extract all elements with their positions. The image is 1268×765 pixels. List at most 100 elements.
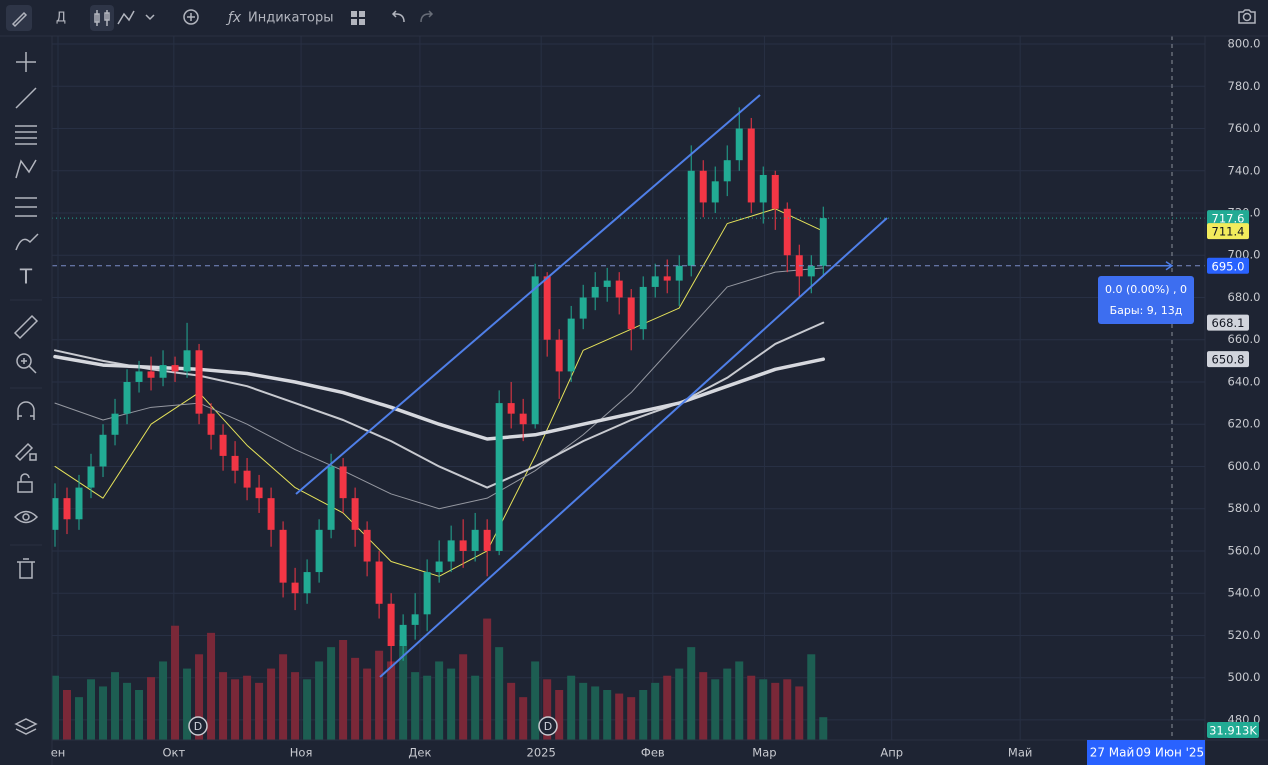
candle-body [123,381,131,414]
volume-bar [243,675,252,740]
candle-body [459,540,467,551]
measure-price-label-bg [1207,257,1249,274]
x-tick-label: ен [51,746,66,760]
ma-price-label: 668.1 [1212,316,1245,330]
x-tick-label: Фев [641,746,665,760]
volume-bar [339,640,348,740]
candle-body [255,487,263,499]
candle-body [75,487,83,520]
eye-pupil [22,513,30,521]
volume-bar [795,686,804,740]
candle-body [591,286,599,298]
candle-body [159,365,167,378]
volume-bar [819,717,828,740]
indicators-button[interactable]: Индикаторы [248,11,334,26]
candle-body [519,413,527,425]
brush-tool[interactable] [15,233,39,251]
interval[interactable]: Д [56,11,66,26]
candles-icon [94,10,110,26]
volume-bar [627,697,636,740]
ruler-tool[interactable] [13,314,39,340]
volume-bar [75,697,84,740]
toolbar-bg [0,0,1268,36]
volume-bar [207,632,216,740]
snapshot-icon[interactable] [1238,9,1256,24]
x-tick-label: Окт [162,746,185,760]
volume-bar [231,679,240,740]
volume-bar [675,668,684,740]
volume-bar [663,675,672,740]
zoom-handle [21,358,37,374]
dividend-marker[interactable]: D [188,716,208,736]
last-price-label-bg [1207,210,1249,227]
volume-bar [303,679,312,740]
text-tool[interactable]: T [19,265,33,289]
candle-body [411,614,419,625]
volume-bar [435,661,444,740]
delete-tool[interactable] [17,558,35,579]
area-icon[interactable] [117,10,135,25]
ma-price-label-bg [1207,223,1249,240]
candle-body [543,276,551,340]
redo-icon[interactable] [420,10,434,23]
candles-button[interactable] [90,5,114,31]
volume-bar [519,697,528,740]
volume-bar [615,693,624,740]
object-tree[interactable] [14,718,38,735]
x-tick-label: Дек [408,746,431,760]
dropdown-icon[interactable] [145,14,155,21]
volume-bar [507,682,516,740]
date-from: 27 Май [1090,746,1135,760]
layouts-icon[interactable] [351,11,365,25]
volume-bar [327,647,336,740]
undo-icon[interactable] [391,10,405,23]
trendline-tool[interactable] [15,87,37,109]
date-range-highlight [1087,740,1205,765]
lock-tool[interactable] [17,473,33,493]
dividend-marker[interactable]: D [538,716,558,736]
lock-draw-tool[interactable] [14,442,37,462]
volume-bar [99,686,108,740]
date-to: 09 Июн '25 [1136,746,1204,760]
candle-body [747,128,755,203]
candle-body [291,582,299,594]
visibility-tool[interactable] [13,510,39,524]
candle-body [471,529,479,551]
volume-bar [735,661,744,740]
candle-body [699,170,707,203]
zoom-tool[interactable] [16,353,32,369]
measure-bars: Бары: 9, 13д [1110,304,1183,317]
y-tick-label: 580.0 [1228,501,1261,515]
volume-bar [639,690,648,740]
top-toolbar: Д ƒx Индикаторы [0,0,1268,37]
channel-upper [295,94,761,495]
volume-bar [483,618,492,740]
volume-bar [459,654,468,740]
magnet-tool[interactable] [17,401,35,420]
candle-body [675,265,683,281]
fib-tool[interactable] [15,125,37,145]
candle-body [819,218,827,266]
candle-body [135,371,143,382]
add-plus [187,13,195,21]
candle-body [171,365,179,372]
forecast-tool[interactable] [15,197,37,217]
candle-body [327,466,335,530]
moving-average [53,354,826,441]
volume-bar [171,625,180,740]
volume-bar [159,661,168,740]
volume-bar [183,668,192,740]
volume-bar [699,672,708,740]
candle-body [615,280,623,298]
add-icon[interactable] [183,9,199,25]
crosshair-tool[interactable] [16,52,36,72]
y-tick-label: 620.0 [1228,417,1261,431]
volume-bar [315,661,324,740]
pattern-tool[interactable] [15,159,37,179]
left-toolbar-bg [0,37,52,765]
volume-bar [351,657,360,740]
last-price-label: 717.6 [1212,212,1245,226]
volume-bar [495,647,504,740]
y-tick-label: 520.0 [1228,628,1261,642]
